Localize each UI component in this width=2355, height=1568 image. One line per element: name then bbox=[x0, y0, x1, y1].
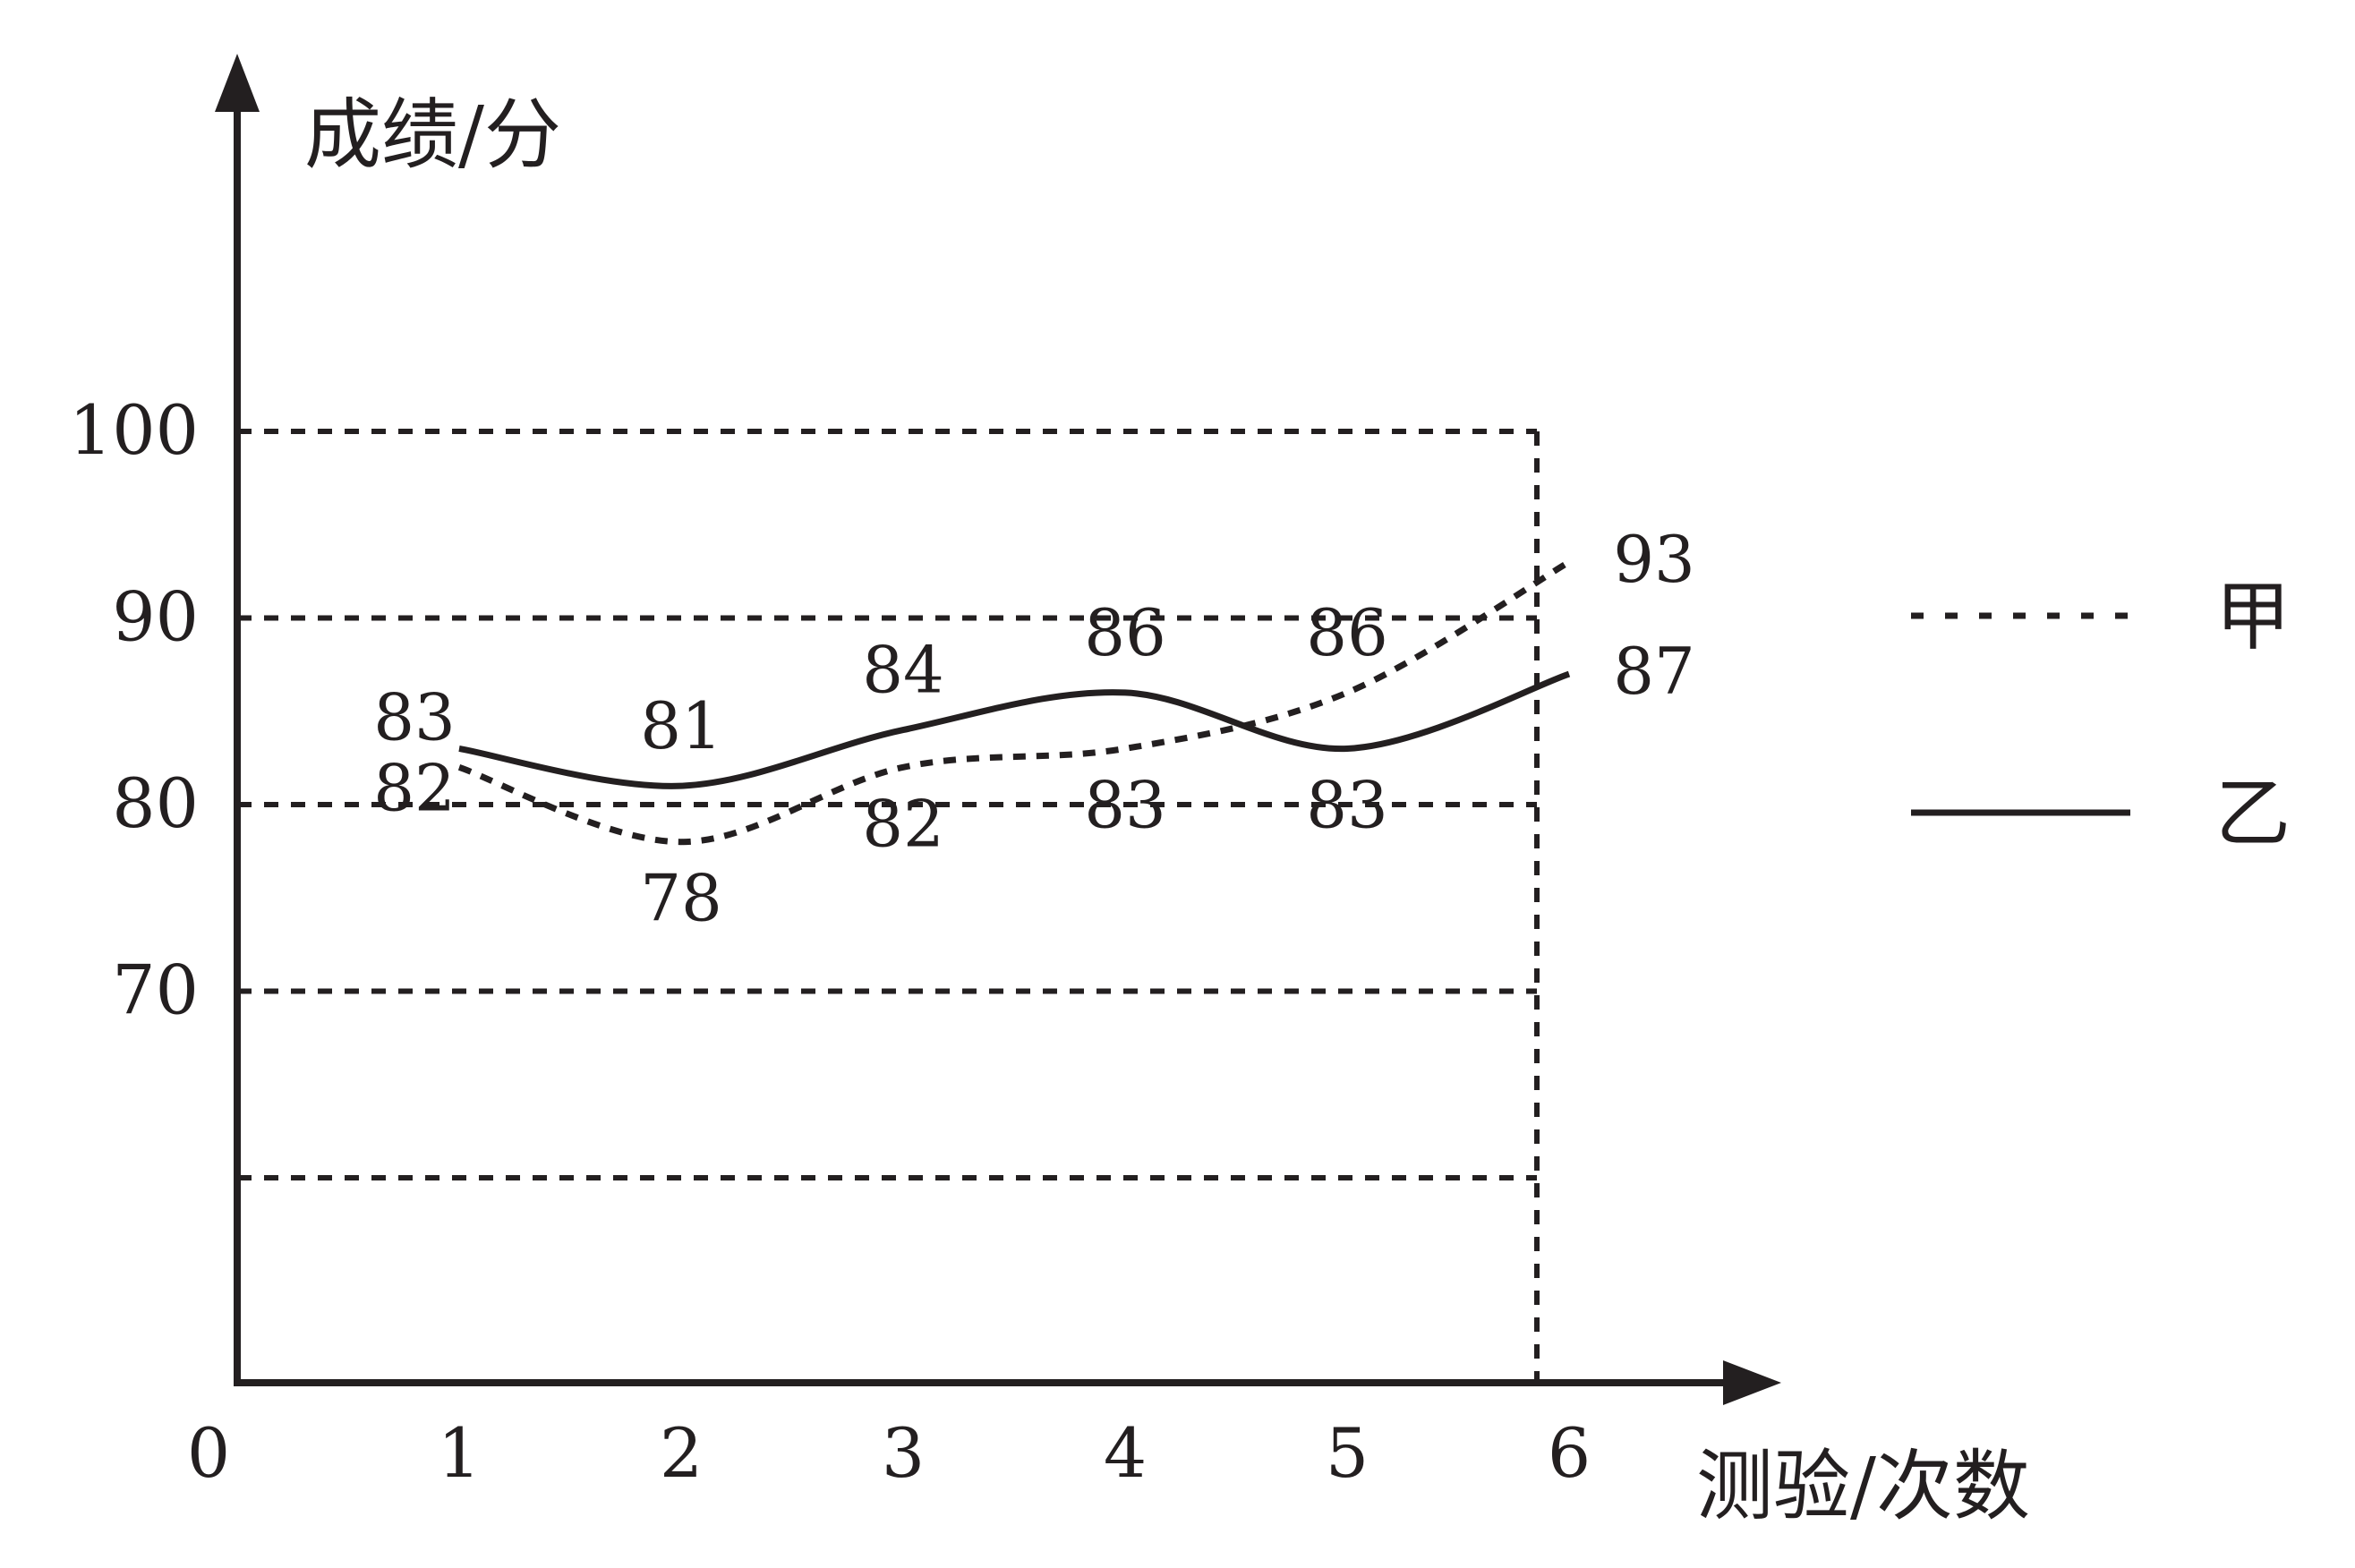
data-label: 82 bbox=[373, 750, 456, 825]
data-label: 93 bbox=[1613, 522, 1695, 597]
data-label: 83 bbox=[1306, 767, 1388, 842]
x-tick-label: 4 bbox=[1104, 1413, 1147, 1493]
legend-label-2: 乙 bbox=[2215, 770, 2291, 857]
data-label: 78 bbox=[640, 861, 722, 936]
data-label: 86 bbox=[1306, 595, 1388, 670]
x-axis-arrow-icon bbox=[1723, 1360, 1781, 1405]
x-tick-label: 6 bbox=[1548, 1413, 1591, 1493]
origin-label: 0 bbox=[187, 1413, 230, 1493]
series-2-line bbox=[458, 670, 1571, 789]
y-tick-label: 100 bbox=[69, 390, 199, 470]
x-tick-label: 1 bbox=[438, 1413, 481, 1493]
tick-labels: 70 80 90 100 1 2 3 4 5 6 bbox=[69, 390, 1591, 1493]
gridlines bbox=[237, 429, 1540, 1383]
x-axis-title: 测验/次数 bbox=[1696, 1442, 2030, 1531]
x-tick-label: 3 bbox=[882, 1413, 925, 1493]
y-tick-label: 80 bbox=[112, 763, 199, 843]
y-tick-label: 70 bbox=[112, 950, 199, 1030]
y-tick-label: 90 bbox=[112, 577, 199, 657]
data-label: 87 bbox=[1613, 634, 1695, 709]
series-lines bbox=[457, 558, 1571, 846]
data-label: 86 bbox=[1084, 595, 1166, 670]
data-label: 83 bbox=[373, 679, 456, 754]
data-label: 83 bbox=[1084, 767, 1166, 842]
legend: 甲乙 bbox=[1911, 573, 2291, 857]
y-axis-arrow-icon bbox=[215, 54, 260, 112]
x-tick-label: 2 bbox=[660, 1413, 703, 1493]
data-label: 84 bbox=[862, 633, 944, 708]
y-axis-title: 成绩/分 bbox=[304, 90, 561, 180]
legend-label-1: 甲 bbox=[2215, 573, 2291, 660]
x-tick-label: 5 bbox=[1326, 1413, 1369, 1493]
data-label: 82 bbox=[862, 786, 944, 861]
series-1-line bbox=[457, 558, 1571, 846]
data-label: 81 bbox=[640, 688, 722, 763]
